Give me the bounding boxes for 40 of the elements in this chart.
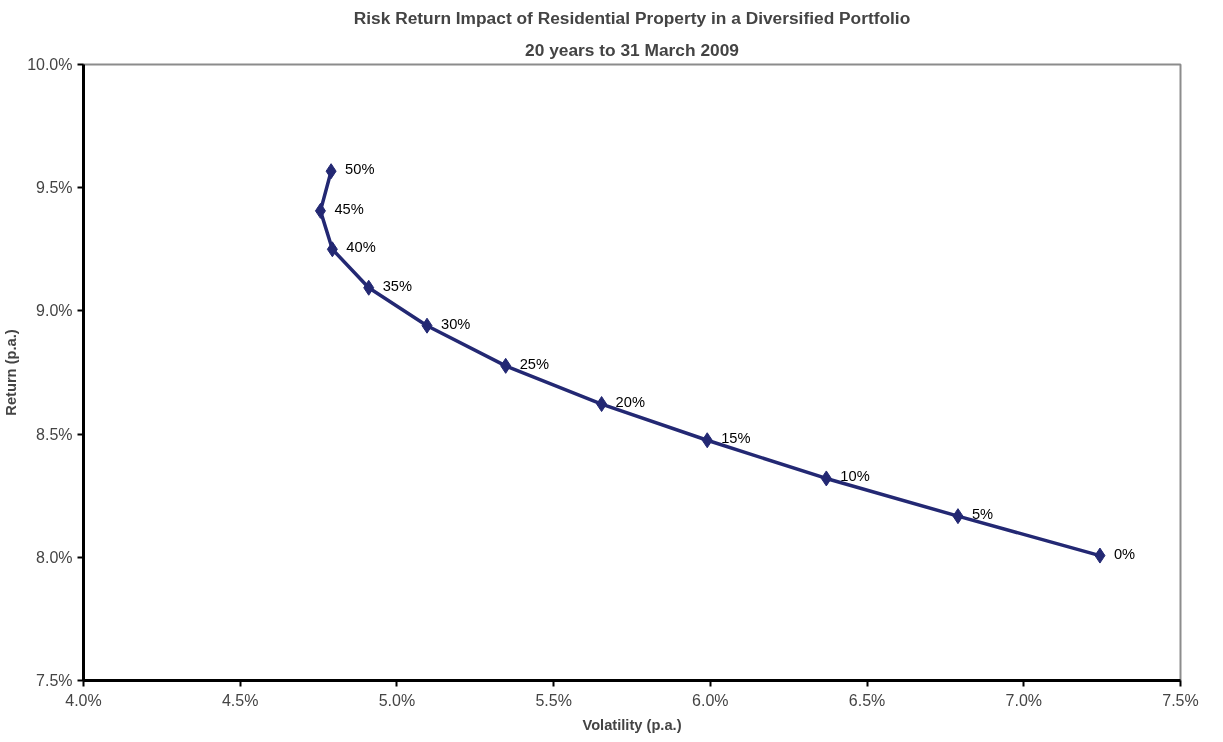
annotation: 25%	[519, 355, 550, 372]
y-tick-label: 9.0%	[36, 302, 73, 320]
x-tick-label: 5.0%	[378, 691, 416, 709]
chart-title: Risk Return Impact of Residential Property in a Diversified Portfolio	[353, 7, 911, 28]
point	[325, 163, 337, 180]
annotation: 10%	[840, 468, 870, 485]
point	[314, 202, 326, 219]
point	[596, 396, 608, 413]
x-axis-title: Volatility (p.a.)	[582, 716, 682, 733]
y-tick-label: 10.0%	[27, 56, 73, 73]
y-axis-title: Return (p.a.)	[3, 329, 20, 416]
x-tick-label: 7.5%	[1162, 691, 1199, 709]
annotation: 35%	[382, 277, 413, 294]
y-tick-label: 8.0%	[36, 548, 73, 566]
point	[326, 241, 338, 258]
annotation: 15%	[721, 430, 751, 447]
y-tick-label: 9.5%	[36, 179, 73, 197]
x-tick-label: 7.0%	[1005, 691, 1043, 709]
x-tick-label: 4.0%	[65, 691, 102, 709]
x-tick-label: 4.5%	[221, 691, 259, 709]
point	[1094, 547, 1106, 564]
annotation: 0%	[1113, 545, 1136, 562]
annotation: 20%	[615, 394, 645, 411]
x-tick-label: 6.0%	[692, 691, 729, 709]
annotation: 50%	[345, 161, 375, 178]
annotation: 40%	[346, 239, 376, 256]
annotation: 45%	[334, 200, 364, 217]
chart-subtitle: 20 years to 31 March 2009	[525, 39, 739, 60]
y-tick-label: 8.5%	[36, 425, 73, 443]
point	[820, 470, 832, 487]
annotation: 30%	[441, 315, 471, 332]
point	[500, 357, 512, 374]
x-tick-label: 6.5%	[848, 691, 886, 709]
point	[363, 279, 375, 296]
x-tick-label: 5.5%	[535, 691, 572, 709]
y-tick-label: 7.5%	[36, 672, 73, 689]
point	[952, 508, 964, 525]
annotation: 5%	[971, 506, 994, 523]
point	[421, 317, 433, 334]
point	[701, 432, 713, 449]
